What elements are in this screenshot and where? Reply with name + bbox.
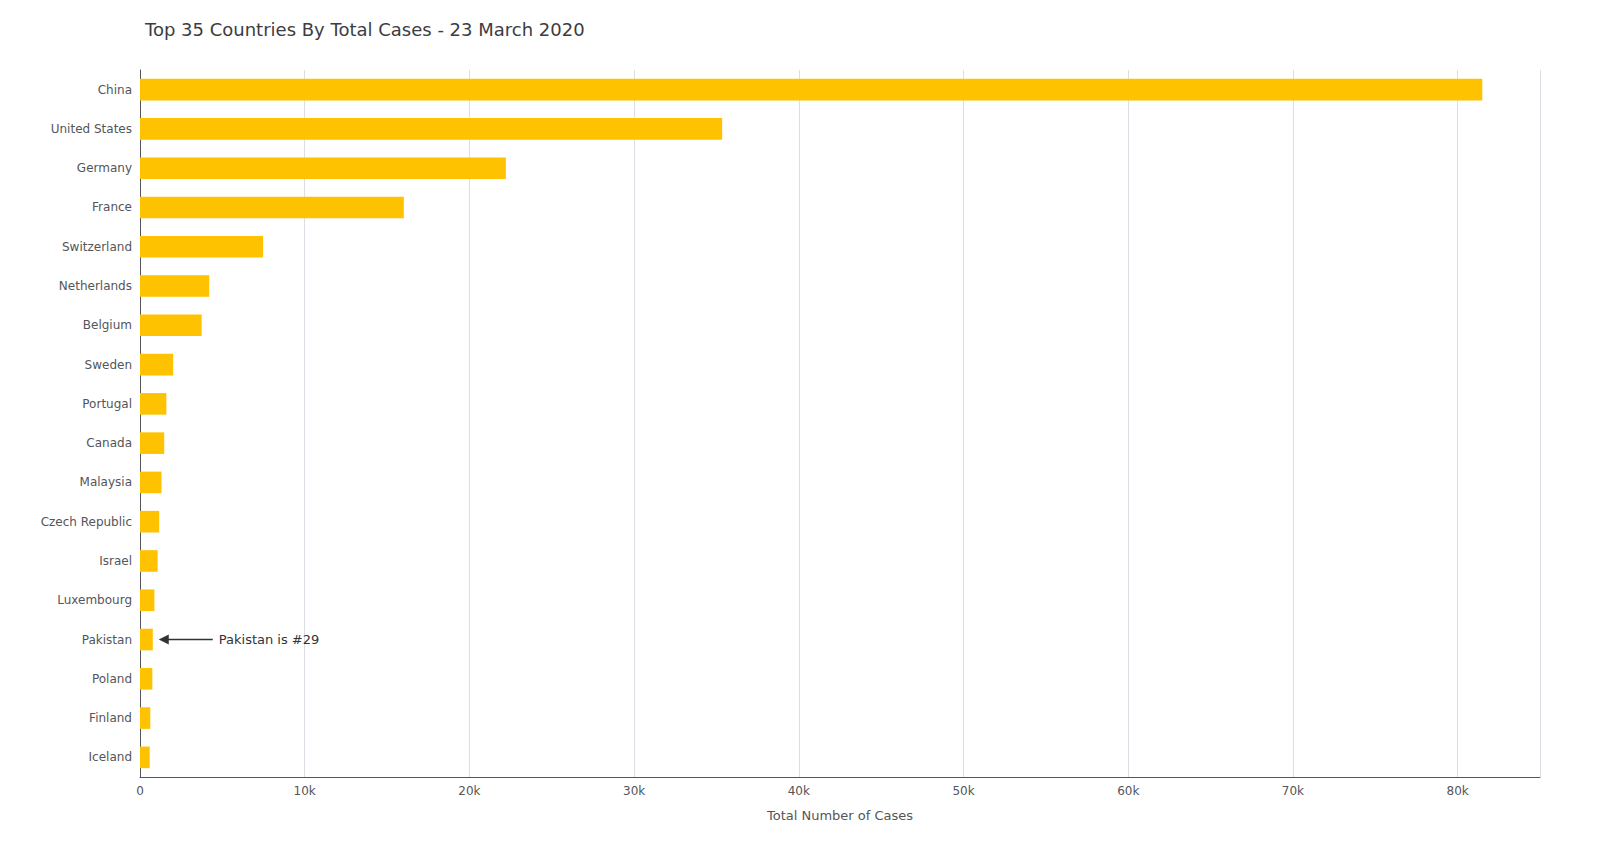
svg-text:Czech Republic: Czech Republic [41, 515, 132, 529]
svg-text:Pakistan: Pakistan [82, 633, 132, 647]
svg-text:10k: 10k [294, 784, 316, 798]
svg-text:Total Number of Cases: Total Number of Cases [766, 808, 913, 823]
svg-text:80k: 80k [1447, 784, 1469, 798]
svg-text:Belgium: Belgium [83, 318, 132, 332]
svg-text:Switzerland: Switzerland [62, 240, 132, 254]
svg-text:Pakistan is #29: Pakistan is #29 [219, 632, 320, 647]
svg-text:France: France [92, 200, 132, 214]
svg-text:Iceland: Iceland [89, 750, 132, 764]
svg-text:Luxembourg: Luxembourg [57, 593, 132, 607]
svg-text:Canada: Canada [86, 436, 132, 450]
svg-text:Germany: Germany [77, 161, 132, 175]
svg-text:70k: 70k [1282, 784, 1304, 798]
svg-text:20k: 20k [458, 784, 480, 798]
svg-text:Malaysia: Malaysia [80, 475, 132, 489]
svg-text:China: China [98, 83, 132, 97]
svg-text:30k: 30k [623, 784, 645, 798]
svg-text:Netherlands: Netherlands [59, 279, 132, 293]
svg-text:Portugal: Portugal [82, 397, 132, 411]
svg-text:Israel: Israel [99, 554, 132, 568]
svg-text:Poland: Poland [92, 672, 132, 686]
svg-text:60k: 60k [1117, 784, 1139, 798]
svg-text:Finland: Finland [89, 711, 132, 725]
svg-text:40k: 40k [788, 784, 810, 798]
svg-text:50k: 50k [952, 784, 974, 798]
svg-text:0: 0 [136, 784, 144, 798]
svg-text:Sweden: Sweden [85, 358, 132, 372]
svg-text:United States: United States [51, 122, 132, 136]
svg-text:Top 35 Countries By Total Case: Top 35 Countries By Total Cases - 23 Mar… [144, 19, 585, 40]
